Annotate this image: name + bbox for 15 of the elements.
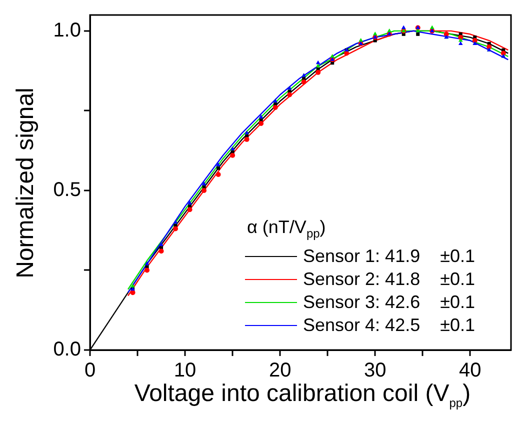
x-tick-label: 0	[84, 360, 96, 382]
x-tick-label: 20	[268, 360, 292, 382]
x-tick-label: 10	[174, 360, 196, 382]
y-axis-title: Normalized signal	[12, 88, 40, 278]
legend-label: Sensor 4: 42.5 ±0.1	[303, 315, 475, 336]
legend-title: α (nT/V$_{pp}$)	[247, 217, 327, 241]
x-tick-label: 40	[459, 360, 482, 382]
x-axis-title: Voltage into calibration coil (V$_{pp}$)	[133, 380, 472, 410]
y-tick-label: 1.0	[53, 19, 81, 42]
y-tick-label: 0.0	[53, 338, 81, 361]
legend-label: Sensor 2: 41.8 ±0.1	[303, 269, 475, 290]
y-tick-label: 0.5	[53, 178, 81, 201]
legend-label: Sensor 1: 41.9 ±0.1	[303, 246, 475, 267]
x-tick-label: 30	[364, 360, 386, 382]
legend-label: Sensor 3: 42.6 ±0.1	[303, 292, 475, 313]
